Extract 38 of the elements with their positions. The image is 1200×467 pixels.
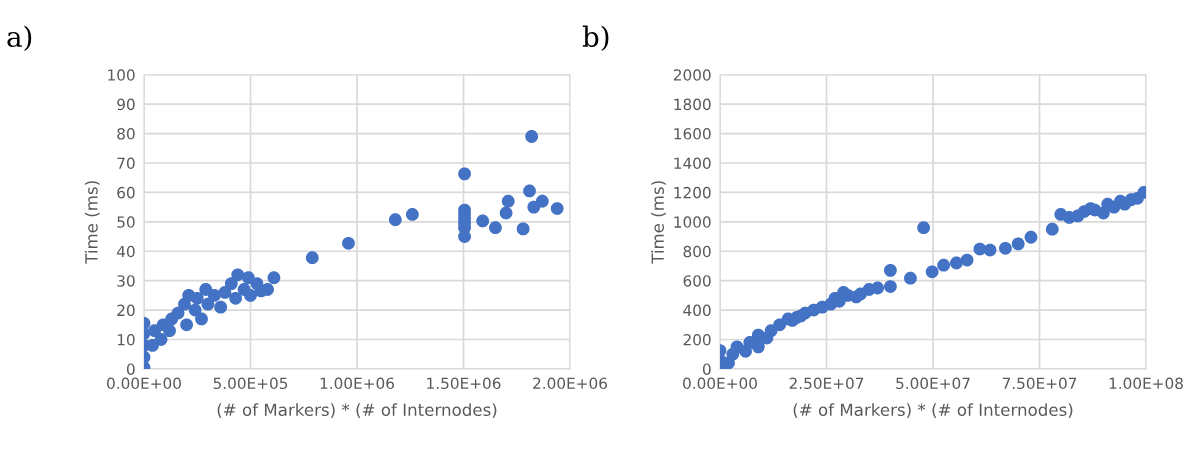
y-tick-label: 1800 [674, 98, 711, 111]
y-tick-label: 50 [117, 216, 135, 228]
y-tick-label: 20 [117, 304, 135, 317]
y-tick-label: 90 [117, 98, 135, 111]
y-tick-label: 1200 [674, 186, 711, 199]
y-tick-label: 100 [108, 69, 135, 81]
x-tick-label: 1.00E+08 [1109, 377, 1183, 390]
y-tick-label: 1600 [674, 128, 711, 140]
y-tick-label: 80 [117, 128, 135, 140]
x-tick-label: 5.00E+07 [896, 377, 970, 390]
chart-title: b) [582, 25, 609, 52]
x-axis-title: (# of Markers) * (# of Internodes) [793, 403, 1073, 419]
y-tick-label: 10 [117, 333, 135, 346]
x-tick-label: 2.50E+07 [789, 377, 864, 390]
x-tick-label: 1.00E+06 [320, 377, 394, 390]
x-tick-label: 0.00E+00 [683, 377, 757, 390]
y-tick-label: 600 [683, 275, 711, 287]
x-tick-label: 5.00E+05 [213, 377, 288, 390]
x-tick-label: 1.50E+06 [427, 377, 501, 390]
y-tick-label: 2000 [673, 69, 711, 81]
y-tick-label: 30 [117, 275, 135, 287]
x-tick-label: 2.00E+06 [533, 377, 607, 390]
y-tick-label: 40 [116, 245, 135, 258]
y-axis-title: Time (ms) [651, 181, 666, 264]
y-tick-label: 60 [117, 186, 135, 199]
x-tick-label: 0.00E+00 [107, 377, 181, 390]
y-tick-label: 1400 [674, 157, 711, 169]
y-tick-label: 800 [683, 245, 711, 258]
y-axis-title: Time (ms) [84, 181, 100, 264]
y-tick-label: 0 [702, 363, 711, 375]
chart-title: a) [7, 25, 32, 52]
y-tick-label: 400 [683, 304, 711, 317]
x-axis-title: (# of Markers) * (# of Internodes) [217, 403, 497, 419]
y-tick-label: 200 [683, 333, 711, 346]
y-tick-label: 70 [117, 157, 135, 169]
y-tick-label: 0 [126, 363, 135, 375]
x-tick-label: 7.50E+07 [1002, 377, 1077, 390]
y-tick-label: 1000 [674, 216, 711, 228]
